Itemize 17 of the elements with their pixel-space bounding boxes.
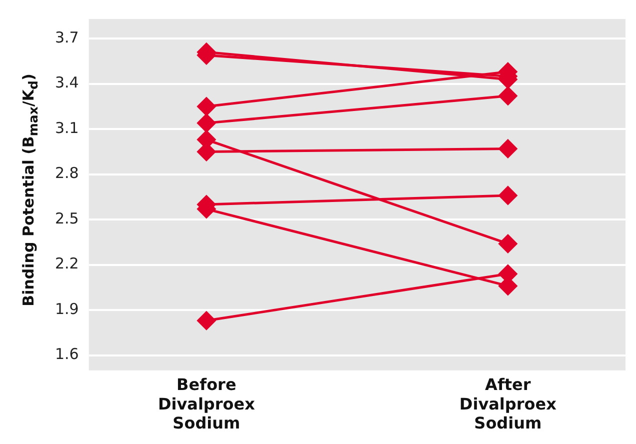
point [498, 139, 518, 158]
y-tick-label: 2.2 [54, 254, 79, 273]
y-tick-label: 2.5 [54, 209, 79, 228]
point [498, 86, 518, 106]
y-tick-label: 1.9 [54, 300, 79, 318]
y-tick-label: 3.1 [54, 118, 79, 137]
y-tick-label: 2.8 [54, 164, 79, 182]
point [498, 234, 518, 253]
y-tick-label: 3.4 [54, 74, 79, 92]
y-tick-label: 3.7 [54, 28, 79, 46]
point [197, 311, 216, 330]
point [197, 114, 216, 132]
point [498, 186, 518, 205]
x-tick-label: After Divalproex Sodium [459, 375, 558, 433]
y-tick-label: 1.6 [54, 345, 79, 364]
point [197, 97, 216, 116]
x-tick-label: Before Divalproex Sodium [158, 375, 256, 433]
